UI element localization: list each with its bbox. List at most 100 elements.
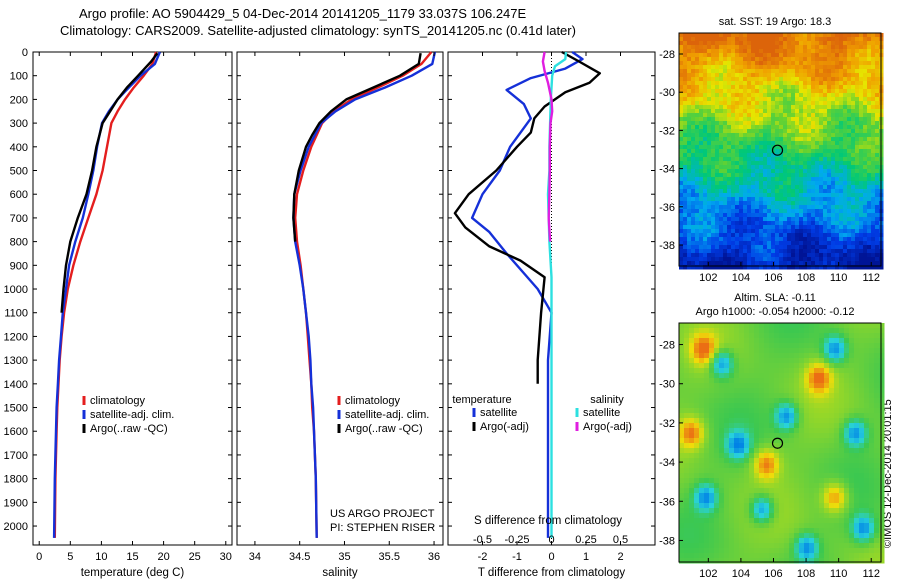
sst-map-cell <box>775 169 780 174</box>
sst-map-cell <box>807 113 812 118</box>
sst-map-cell <box>687 133 692 138</box>
sla-map-cell <box>789 498 795 504</box>
sst-map-cell <box>683 217 688 222</box>
sst-map-cell <box>871 169 876 174</box>
sla-map-cell <box>734 508 740 514</box>
sst-map-cell <box>791 141 796 146</box>
sla-map-cell <box>729 323 735 329</box>
sst-map-cell <box>851 241 856 246</box>
sst-map-cell <box>819 241 824 246</box>
sst-map-cell <box>799 133 804 138</box>
sla-map-cell <box>704 518 710 524</box>
differences-xtick-label: 0 <box>548 551 554 563</box>
sst-map-cell <box>743 57 748 62</box>
sst-map-cell <box>867 157 872 162</box>
sst-map-cell <box>863 157 868 162</box>
sla-map-cell <box>724 338 730 344</box>
sla-map-cell <box>729 503 735 509</box>
sst-map-cell <box>707 173 712 178</box>
sla-map-cell <box>859 478 865 484</box>
sst-map-cell <box>807 225 812 230</box>
sla-map-cell <box>799 483 805 489</box>
sla-map-cell <box>849 408 855 414</box>
sst-map-cell <box>859 213 864 218</box>
sst-map-cell <box>699 221 704 226</box>
sla-map-cell <box>819 513 825 519</box>
sla-map-cell <box>754 383 760 389</box>
sst-map-cell <box>855 53 860 58</box>
sst-map-cell <box>807 77 812 82</box>
sst-map-cell <box>867 53 872 58</box>
sla-map-cell <box>739 518 745 524</box>
sst-map-cell <box>699 101 704 106</box>
sla-map-cell <box>719 493 725 499</box>
sla-map-cell <box>849 508 855 514</box>
sst-map-cell <box>771 65 776 70</box>
sst-map-cell <box>831 253 836 258</box>
sst-map-cell <box>859 73 864 78</box>
sst-map-cell <box>719 69 724 74</box>
sla-map-cell <box>729 478 735 484</box>
sla-map-cell <box>704 398 710 404</box>
sst-map-cell <box>807 145 812 150</box>
sst-map-cell <box>691 97 696 102</box>
sst-map-cell <box>815 121 820 126</box>
sst-map-cell <box>707 165 712 170</box>
sla-map-cell <box>814 493 820 499</box>
sst-map-cell <box>775 161 780 166</box>
sla-map-cell <box>824 528 830 534</box>
sst-map-cell <box>799 161 804 166</box>
sst-map-cell <box>763 97 768 102</box>
sst-map-cell <box>831 105 836 110</box>
sst-map-cell <box>819 213 824 218</box>
sst-map-cell <box>699 53 704 58</box>
sst-map-cell <box>855 125 860 130</box>
sst-map-cell <box>739 197 744 202</box>
sst-map-cell <box>739 249 744 254</box>
sst-map-cell <box>791 177 796 182</box>
sla-map-cell <box>734 483 740 489</box>
sst-map-cell <box>875 45 880 50</box>
sla-map-cell <box>859 343 865 349</box>
sst-map-cell <box>839 37 844 42</box>
sst-map-cell <box>827 237 832 242</box>
sst-map-cell <box>807 205 812 210</box>
sla-map-cell <box>844 423 850 429</box>
sla-map-cell <box>749 373 755 379</box>
sst-map-cell <box>795 101 800 106</box>
sst-map-cell <box>815 61 820 66</box>
sst-map-cell <box>799 109 804 114</box>
sla-map-cell <box>764 528 770 534</box>
sst-map-cell <box>811 89 816 94</box>
sst-map-cell <box>799 225 804 230</box>
sst-map-cell <box>775 185 780 190</box>
sst-map-cell <box>747 89 752 94</box>
sst-map-cell <box>823 261 828 266</box>
sst-map-cell <box>835 85 840 90</box>
sst-map-cell <box>871 185 876 190</box>
sst-map-cell <box>731 137 736 142</box>
sst-map-cell <box>695 77 700 82</box>
sst-map-cell <box>743 93 748 98</box>
sst-map-cell <box>703 101 708 106</box>
sla-map-cell <box>754 373 760 379</box>
sst-map-cell <box>759 113 764 118</box>
sla-map-cell <box>689 348 695 354</box>
sla-map-cell <box>844 443 850 449</box>
sst-map-cell <box>699 65 704 70</box>
sla-map-cell <box>774 483 780 489</box>
sst-map-cell <box>819 93 824 98</box>
sla-map-cell <box>839 368 845 374</box>
sst-map-cell <box>759 65 764 70</box>
sst-map-cell <box>759 201 764 206</box>
sst-map-cell <box>823 121 828 126</box>
sst-map-cell <box>863 137 868 142</box>
sst-map-cell <box>819 117 824 122</box>
sst-map-cell <box>847 137 852 142</box>
sst-map-cell <box>811 73 816 78</box>
sla-map-cell <box>704 463 710 469</box>
sst-map-cell <box>731 169 736 174</box>
sst-map-cell <box>755 41 760 46</box>
sla-map-cell <box>744 413 750 419</box>
sst-map-cell <box>839 241 844 246</box>
